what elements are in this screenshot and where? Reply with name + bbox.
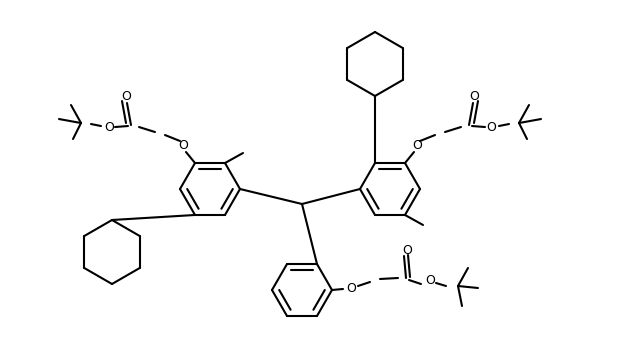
Text: O: O: [178, 139, 188, 151]
Text: O: O: [412, 139, 422, 151]
Text: O: O: [469, 89, 479, 102]
Text: O: O: [104, 120, 114, 133]
Text: O: O: [402, 244, 412, 257]
Text: O: O: [486, 120, 496, 133]
Text: O: O: [121, 89, 131, 102]
Text: O: O: [425, 275, 435, 288]
Text: O: O: [346, 282, 356, 295]
